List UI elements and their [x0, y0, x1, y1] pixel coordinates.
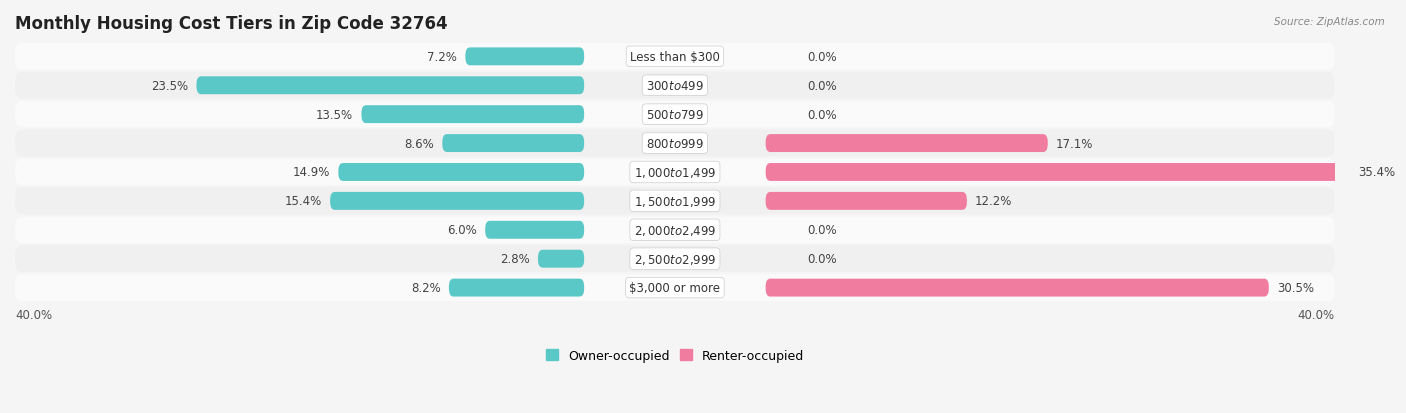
FancyBboxPatch shape — [465, 48, 583, 66]
Text: $1,000 to $1,499: $1,000 to $1,499 — [634, 166, 716, 180]
FancyBboxPatch shape — [330, 192, 583, 210]
FancyBboxPatch shape — [15, 188, 1334, 215]
Text: 0.0%: 0.0% — [807, 253, 837, 266]
FancyBboxPatch shape — [15, 246, 1334, 272]
FancyBboxPatch shape — [485, 221, 583, 239]
Text: 7.2%: 7.2% — [427, 51, 457, 64]
Text: 0.0%: 0.0% — [807, 224, 837, 237]
Text: 30.5%: 30.5% — [1277, 281, 1315, 294]
FancyBboxPatch shape — [197, 77, 583, 95]
Text: 35.4%: 35.4% — [1358, 166, 1395, 179]
Text: $500 to $799: $500 to $799 — [645, 108, 704, 121]
FancyBboxPatch shape — [15, 217, 1334, 244]
Text: Less than $300: Less than $300 — [630, 51, 720, 64]
Text: 12.2%: 12.2% — [976, 195, 1012, 208]
Text: 8.2%: 8.2% — [411, 281, 440, 294]
Text: 0.0%: 0.0% — [807, 80, 837, 93]
Text: 0.0%: 0.0% — [807, 51, 837, 64]
Legend: Owner-occupied, Renter-occupied: Owner-occupied, Renter-occupied — [546, 349, 804, 362]
Text: $300 to $499: $300 to $499 — [645, 80, 704, 93]
Text: $2,000 to $2,499: $2,000 to $2,499 — [634, 223, 716, 237]
FancyBboxPatch shape — [15, 159, 1334, 186]
FancyBboxPatch shape — [15, 44, 1334, 71]
FancyBboxPatch shape — [15, 131, 1334, 157]
Text: 14.9%: 14.9% — [292, 166, 330, 179]
Text: $800 to $999: $800 to $999 — [645, 137, 704, 150]
FancyBboxPatch shape — [443, 135, 583, 153]
Text: 6.0%: 6.0% — [447, 224, 477, 237]
Text: $3,000 or more: $3,000 or more — [630, 281, 720, 294]
FancyBboxPatch shape — [15, 73, 1334, 99]
Text: 23.5%: 23.5% — [150, 80, 188, 93]
FancyBboxPatch shape — [766, 279, 1268, 297]
FancyBboxPatch shape — [15, 275, 1334, 301]
Text: 8.6%: 8.6% — [405, 137, 434, 150]
Text: 0.0%: 0.0% — [807, 108, 837, 121]
Text: 2.8%: 2.8% — [501, 253, 530, 266]
Text: 17.1%: 17.1% — [1056, 137, 1094, 150]
FancyBboxPatch shape — [538, 250, 583, 268]
FancyBboxPatch shape — [15, 102, 1334, 128]
Text: 40.0%: 40.0% — [1298, 309, 1334, 322]
Text: 15.4%: 15.4% — [284, 195, 322, 208]
Text: Monthly Housing Cost Tiers in Zip Code 32764: Monthly Housing Cost Tiers in Zip Code 3… — [15, 15, 447, 33]
FancyBboxPatch shape — [339, 164, 583, 181]
FancyBboxPatch shape — [766, 135, 1047, 153]
FancyBboxPatch shape — [449, 279, 583, 297]
Text: Source: ZipAtlas.com: Source: ZipAtlas.com — [1274, 17, 1385, 26]
FancyBboxPatch shape — [766, 164, 1350, 181]
Text: $2,500 to $2,999: $2,500 to $2,999 — [634, 252, 716, 266]
Text: $1,500 to $1,999: $1,500 to $1,999 — [634, 195, 716, 209]
FancyBboxPatch shape — [361, 106, 583, 124]
Text: 13.5%: 13.5% — [316, 108, 353, 121]
FancyBboxPatch shape — [766, 192, 967, 210]
Text: 40.0%: 40.0% — [15, 309, 52, 322]
